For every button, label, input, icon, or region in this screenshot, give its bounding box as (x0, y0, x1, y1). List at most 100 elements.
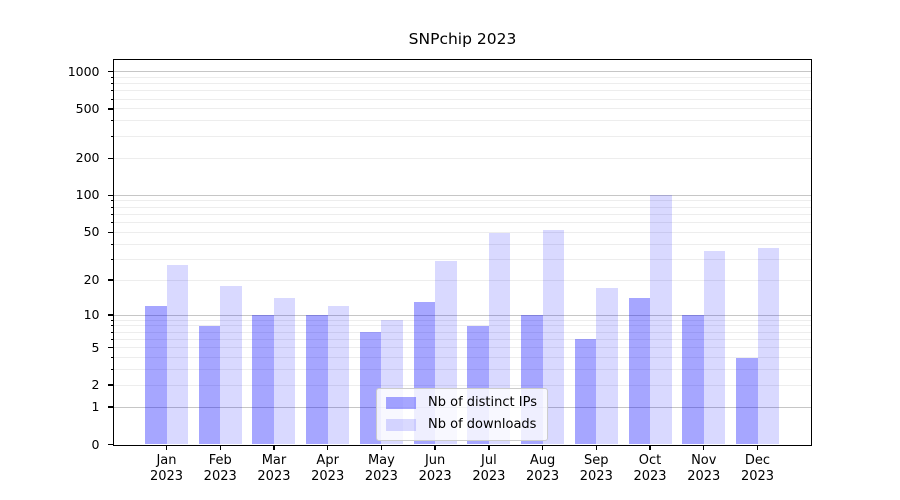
gridline-minor (113, 76, 811, 78)
y-tick-label: 2 (91, 376, 100, 392)
x-tick-label-nov: Nov 2023 (687, 453, 720, 486)
y-tick (108, 194, 114, 197)
x-tick-label-jul: Jul 2023 (472, 453, 505, 486)
bar-downloads-mar (273, 298, 296, 445)
legend: Nb of distinct IPs Nb of downloads (376, 387, 548, 441)
bar-downloads-jan (166, 264, 188, 445)
y-minor-tick (110, 213, 114, 215)
gridline-minor (113, 384, 811, 386)
gridline-minor (113, 325, 811, 327)
x-tick-month: Jul (481, 452, 497, 468)
bar-distinct-ips-oct (628, 298, 651, 445)
y-minor-tick (110, 120, 114, 122)
gridline-minor (113, 331, 811, 333)
y-tick (108, 443, 114, 446)
y-minor-tick (110, 243, 114, 245)
x-tick (541, 444, 544, 450)
y-tick-label: 1000 (67, 63, 100, 79)
x-tick-year: 2023 (418, 469, 452, 484)
x-tick-label-jan: Jan 2023 (150, 453, 183, 486)
y-tick (108, 347, 114, 349)
y-minor-tick (110, 90, 114, 92)
x-tick-month: Jan (156, 452, 177, 468)
y-minor-tick (110, 319, 114, 321)
x-tick (273, 444, 275, 450)
y-minor-tick (110, 76, 114, 78)
gridline-minor (113, 231, 811, 233)
y-minor-tick (110, 369, 114, 371)
x-tick-year: 2023 (633, 469, 667, 484)
bar-distinct-ips-nov (682, 315, 704, 445)
x-tick-label-aug: Aug 2023 (526, 453, 559, 486)
y-minor-tick (110, 98, 114, 100)
x-tick-label-oct: Oct 2023 (633, 453, 666, 486)
x-tick-month: Sep (584, 452, 609, 468)
y-minor-tick (110, 200, 114, 202)
y-tick (108, 70, 114, 73)
x-tick-month: Apr (316, 452, 339, 468)
gridline-minor (113, 120, 811, 122)
x-tick (380, 444, 383, 450)
x-tick (165, 444, 168, 450)
y-tick (108, 231, 114, 233)
legend-label-downloads: Nb of downloads (428, 417, 537, 433)
bar-downloads-apr (327, 306, 350, 445)
gridline-major (113, 71, 811, 73)
x-tick-year: 2023 (579, 469, 613, 484)
legend-item-downloads: Nb of downloads (386, 417, 537, 433)
gridline-minor (113, 279, 811, 281)
bar-distinct-ips-dec (736, 357, 758, 445)
gridline-minor (113, 90, 811, 92)
x-tick-month: Dec (744, 452, 771, 468)
bar-downloads-sep (596, 288, 618, 445)
y-minor-tick (110, 258, 114, 260)
y-tick-label: 0 (91, 436, 100, 452)
bar-distinct-ips-mar (252, 315, 274, 445)
x-tick-year: 2023 (149, 469, 184, 484)
y-tick-label: 5 (91, 339, 100, 355)
bar-downloads-feb (220, 285, 242, 445)
y-minor-tick (110, 83, 114, 85)
x-tick (488, 444, 490, 450)
gridline-minor (113, 108, 811, 110)
x-tick-label-sep: Sep 2023 (580, 453, 613, 486)
y-tick-label: 200 (75, 149, 100, 165)
x-tick-label-dec: Dec 2023 (741, 453, 774, 486)
x-tick-year: 2023 (364, 469, 398, 484)
x-tick (756, 444, 759, 450)
bar-downloads-oct (650, 195, 672, 445)
gridline-minor (113, 347, 811, 349)
x-tick-year: 2023 (687, 469, 721, 484)
x-tick (649, 444, 651, 450)
x-tick-label-jun: Jun 2023 (419, 453, 452, 486)
x-tick-year: 2023 (472, 469, 506, 484)
legend-swatch-downloads (386, 419, 417, 432)
gridline-minor (113, 135, 811, 137)
y-tick (108, 279, 114, 281)
y-tick-label: 100 (75, 187, 100, 203)
y-tick-label: 10 (83, 306, 100, 322)
x-tick-month: Mar (261, 452, 287, 468)
x-tick-label-mar: Mar 2023 (257, 453, 290, 486)
x-tick-month: Oct (638, 452, 662, 468)
chart-title: SNPchip 2023 (408, 30, 517, 48)
gridline-minor (113, 98, 811, 100)
x-tick-label-may: May 2023 (365, 453, 398, 486)
gridline-minor (113, 369, 811, 371)
bar-downloads-nov (703, 251, 726, 445)
gridline-minor (113, 243, 811, 245)
y-tick (108, 384, 114, 386)
x-tick-year: 2023 (740, 469, 775, 484)
gridline-major (113, 194, 811, 196)
bar-distinct-ips-apr (306, 315, 328, 445)
x-tick (326, 444, 329, 450)
y-minor-tick (110, 338, 114, 340)
x-tick-month: Nov (691, 452, 717, 468)
legend-label-distinct-ips: Nb of distinct IPs (428, 394, 537, 410)
gridline-minor (113, 258, 811, 260)
y-tick-label: 20 (83, 271, 100, 287)
x-tick-month: Feb (208, 452, 232, 468)
y-tick-label: 1 (91, 398, 100, 414)
gridline-major (113, 314, 811, 316)
y-tick (108, 108, 114, 110)
